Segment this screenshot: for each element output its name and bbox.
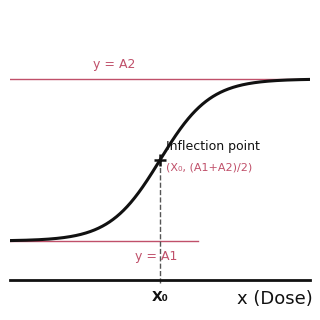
Text: Inflection point: Inflection point xyxy=(166,140,260,153)
Text: X₀: X₀ xyxy=(152,290,168,304)
Text: y = A2: y = A2 xyxy=(92,58,135,71)
Text: x (Dose): x (Dose) xyxy=(237,290,313,308)
Text: y = A1: y = A1 xyxy=(135,250,177,263)
Text: (X₀, (A1+A2)/2): (X₀, (A1+A2)/2) xyxy=(166,162,252,172)
